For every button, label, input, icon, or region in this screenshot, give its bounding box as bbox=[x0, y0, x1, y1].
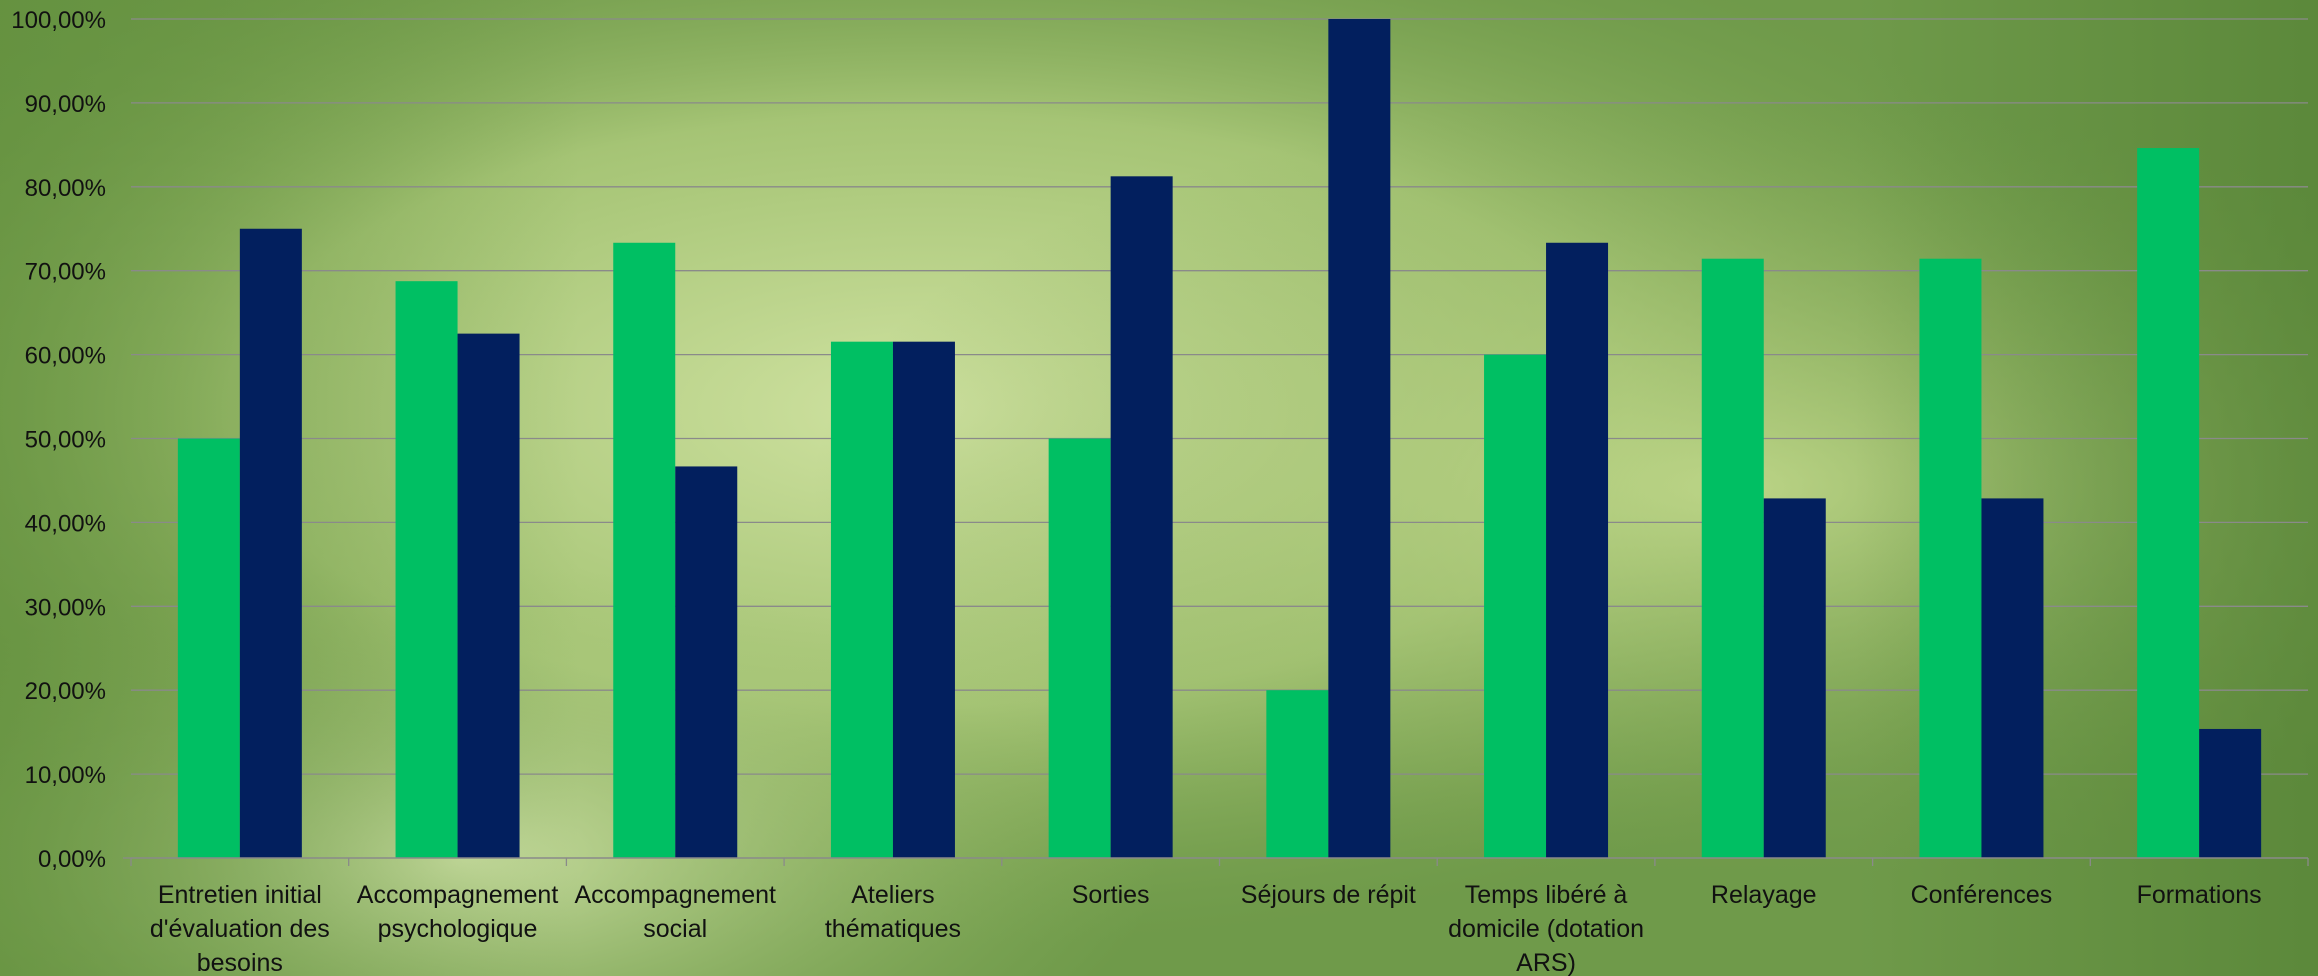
x-tick-label-line: social bbox=[643, 915, 707, 943]
x-tick-label-line: ARS) bbox=[1516, 949, 1576, 976]
bar-series-1 bbox=[1919, 258, 1982, 859]
x-tick-label-line: psychologique bbox=[378, 915, 538, 943]
x-tick-label: Conférences bbox=[1911, 881, 2053, 909]
bar-series-2 bbox=[457, 333, 520, 858]
x-tick-label: Relayage bbox=[1711, 881, 1817, 909]
x-tick-label: Sorties bbox=[1072, 881, 1150, 909]
bar-series-2 bbox=[2199, 728, 2262, 858]
y-tick-label: 90,00% bbox=[25, 91, 106, 118]
x-tick-label-line: besoins bbox=[197, 949, 283, 976]
bar-series-1 bbox=[1484, 354, 1547, 858]
bar-series-1 bbox=[1048, 438, 1111, 858]
bar-series-1 bbox=[613, 242, 676, 859]
x-tick-label-line: Temps libéré à bbox=[1465, 881, 1628, 909]
x-tick-label: Formations bbox=[2137, 881, 2262, 909]
bar-series-1 bbox=[395, 281, 458, 858]
y-tick-label: 40,00% bbox=[25, 510, 106, 537]
bars bbox=[177, 19, 2262, 859]
x-tick-label-line: d'évaluation des bbox=[150, 915, 330, 943]
x-axis-tick-labels: Entretien initial d'évaluation des besoins… bbox=[150, 881, 2262, 976]
x-tick-label: Entretien initial d'évaluation des besoins bbox=[150, 881, 330, 976]
bar-series-2 bbox=[1763, 498, 1826, 858]
bar-series-2 bbox=[1546, 242, 1609, 859]
x-axis bbox=[123, 857, 2309, 866]
y-tick-label: 60,00% bbox=[25, 343, 106, 370]
y-tick-label: 70,00% bbox=[25, 259, 106, 286]
y-tick-label: 30,00% bbox=[25, 594, 106, 621]
x-tick-label-line: Sorties bbox=[1072, 881, 1150, 909]
bar-series-1 bbox=[1701, 258, 1764, 859]
y-tick-label: 50,00% bbox=[25, 427, 106, 454]
bar-series-2 bbox=[892, 341, 955, 858]
x-tick-label-line: Ateliers bbox=[851, 881, 934, 909]
bar-series-2 bbox=[1981, 498, 2044, 858]
y-tick-label: 80,00% bbox=[25, 175, 106, 202]
x-tick-label-line: Relayage bbox=[1711, 881, 1817, 909]
x-tick-label-line: Séjours de répit bbox=[1241, 881, 1416, 909]
x-tick-label-line: Accompagnement bbox=[574, 881, 776, 909]
y-tick-label: 20,00% bbox=[25, 678, 106, 705]
y-tick-label: 100,00% bbox=[11, 7, 106, 34]
bar-series-1 bbox=[830, 341, 893, 858]
y-tick-label: 0,00% bbox=[38, 846, 106, 873]
bar-series-2 bbox=[675, 466, 738, 858]
x-tick-label: Accompagnement psychologique bbox=[357, 881, 559, 943]
bar-series-2 bbox=[239, 228, 302, 858]
x-tick-label: Ateliers thématiques bbox=[825, 881, 961, 943]
bar-series-1 bbox=[177, 438, 240, 858]
x-tick-label: Séjours de répit bbox=[1241, 881, 1416, 909]
y-tick-label: 10,00% bbox=[25, 762, 106, 789]
x-tick-label: Temps libéré à domicile (dotation ARS) bbox=[1448, 881, 1644, 976]
x-tick-label-line: domicile (dotation bbox=[1448, 915, 1644, 943]
bar-series-1 bbox=[1266, 690, 1329, 858]
bar-series-2 bbox=[1110, 176, 1173, 858]
bar-series-1 bbox=[2137, 148, 2200, 858]
x-tick-label-line: Formations bbox=[2137, 881, 2262, 909]
x-tick-label-line: Entretien initial bbox=[158, 881, 322, 909]
x-tick-label-line: Conférences bbox=[1911, 881, 2053, 909]
x-tick-label-line: Accompagnement bbox=[357, 881, 559, 909]
y-axis-tick-labels: 0,00% 10,00% 20,00% 30,00% 40,00% 50,00% 60,00… bbox=[11, 7, 106, 873]
x-tick-label: Accompagnement social bbox=[574, 881, 776, 943]
bar-series-2 bbox=[1328, 19, 1391, 858]
x-tick-label-line: thématiques bbox=[825, 915, 961, 943]
